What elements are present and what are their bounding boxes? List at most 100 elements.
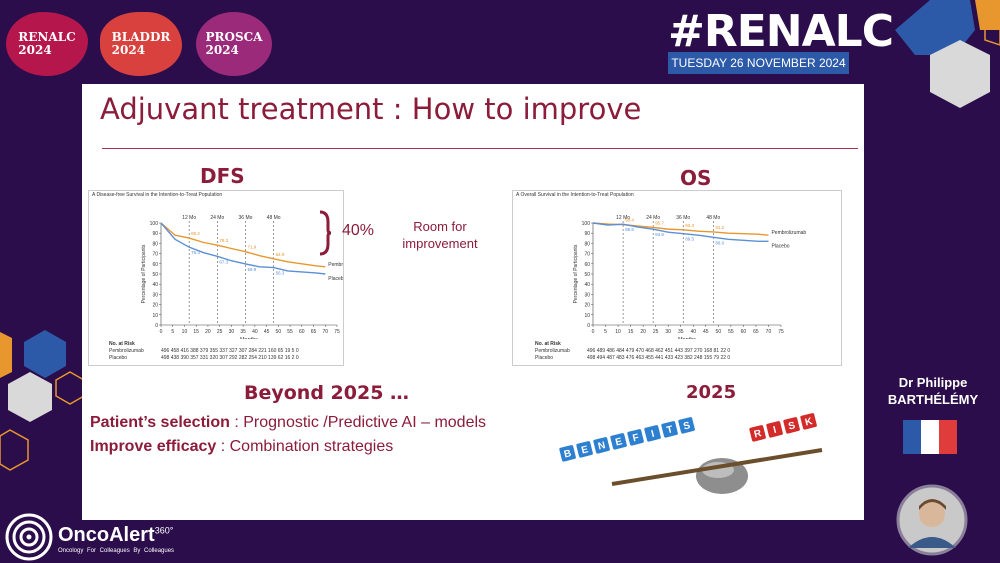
x-tick-label: 65 [753, 329, 759, 335]
beyond-heading: Beyond 2025 … [244, 382, 410, 404]
selection-bold: Patient’s selection [90, 414, 230, 431]
x-tick-label: 55 [728, 329, 734, 335]
milestone-label: 12 Mo [616, 215, 630, 221]
x-tick-label: 15 [193, 329, 199, 335]
x-tick-label: 40 [252, 329, 258, 335]
y-tick-label: 0 [155, 323, 158, 329]
benefits-block [626, 428, 645, 447]
room-note-line2: improvement [402, 236, 478, 251]
conference-date: TUESDAY 26 NOVEMBER 2024 [668, 52, 849, 74]
slide-title: Adjuvant treatment : How to improve [100, 92, 642, 126]
bladdr-badge: BLADDR 2024 [100, 12, 182, 76]
risk-block [799, 412, 818, 431]
y-tick-label: 40 [584, 282, 590, 288]
conference-hashtag: #RENALC [668, 6, 894, 57]
y-tick-label: 100 [150, 221, 159, 227]
y-tick-label: 20 [152, 303, 158, 309]
badge-label: PROSCA [205, 30, 263, 44]
dfs-chart-title: A Disease-free Survival in the Intention… [92, 192, 223, 198]
risk-header: No. at Risk [109, 341, 135, 347]
selection-rest: : Prognostic /Predictive AI – models [229, 414, 487, 431]
efficacy-rest: : Combination strategies [216, 438, 394, 455]
data-label: 59.9 [247, 267, 256, 272]
y-tick-label: 70 [152, 252, 158, 258]
y-tick-label: 80 [152, 241, 158, 247]
slide-panel: Adjuvant treatment : How to improve DFS … [82, 84, 864, 520]
badge-year: 2024 [205, 43, 239, 57]
x-tick-label: 35 [678, 329, 684, 335]
data-label: 93.3 [685, 223, 694, 228]
logo-sup: 360° [154, 525, 174, 536]
dfs-plot: 0 5 10 15 20 25 30 35 40 45 50 55 60 65 70 75 0 10 20 30 40 5… [141, 215, 343, 339]
dfs-risk-table: No. at Risk Pembrolizumab 496 458 416 388… [109, 341, 299, 362]
risk-row: Placebo 498 438 390 357 331 320 307 292 2… [109, 355, 299, 362]
y-tick-label: 0 [587, 323, 590, 329]
risk-row-name: Placebo [535, 355, 554, 361]
data-label: 89.5 [685, 237, 694, 242]
improvement-bracket [319, 210, 332, 256]
data-label: 98.8 [625, 227, 634, 232]
dfs-heading: DFS [200, 164, 245, 188]
series-line [160, 222, 326, 275]
badge-label: BLADDR [111, 30, 171, 44]
benefits-block [558, 444, 577, 463]
data-label: 93.9 [655, 232, 664, 237]
gap-percentage: 40% [342, 222, 375, 239]
y-tick-label: 60 [584, 262, 590, 268]
x-tick-label: 75 [778, 329, 784, 335]
risk-row-name: Pembrolizumab [535, 348, 570, 354]
risk-block [748, 424, 767, 443]
y-tick-label: 30 [584, 292, 590, 298]
y-tick-label: 90 [584, 231, 590, 237]
x-tick-label: 40 [690, 329, 696, 335]
benefits-block-letter: E [614, 436, 623, 448]
x-tick-label: 65 [311, 329, 317, 335]
x-tick-label: 30 [229, 329, 235, 335]
x-tick-label: 45 [264, 329, 270, 335]
y-tick-label: 10 [584, 313, 590, 319]
x-axis-label: Months [240, 337, 258, 339]
risk-block-letter: S [787, 420, 796, 432]
risk-row-values: 496 458 416 388 379 355 337 327 307 284 … [161, 348, 299, 354]
speaker-avatar [896, 484, 968, 556]
benefits-block-letter: F [632, 432, 641, 444]
x-tick-label: 60 [741, 329, 747, 335]
series-line [160, 222, 326, 268]
x-tick-label: 20 [640, 329, 646, 335]
benefits-block [677, 416, 696, 435]
risk-row-name: Placebo [109, 355, 128, 361]
x-tick-label: 30 [665, 329, 671, 335]
milestone-label: 36 Mo [676, 215, 690, 221]
oncoalert-logo-icon [5, 513, 53, 561]
data-label: 71.9 [247, 245, 256, 250]
risk-block-letter: R [753, 428, 763, 441]
benefits-block [592, 436, 611, 455]
y-tick-label: 50 [152, 272, 158, 278]
badge-year: 2024 [18, 43, 52, 57]
x-tick-label: 50 [276, 329, 282, 335]
data-label: 78.3 [219, 238, 228, 243]
risk-row-values: 498 494 487 483 476 463 455 441 433 423 … [587, 355, 731, 361]
x-tick-label: 0 [160, 329, 163, 335]
risk-row-name: Pembrolizumab [109, 348, 144, 354]
milestone-label: 48 Mo [267, 215, 281, 221]
y-axis-label: Percentage of Participants [573, 244, 579, 303]
benefits-block-letter: E [580, 444, 589, 456]
title-divider [102, 148, 858, 149]
os-risk-table: No. at Risk Pembrolizumab 496 489 486 484… [535, 341, 730, 362]
risk-block [782, 416, 801, 435]
badge-year: 2024 [111, 43, 146, 57]
speaker-line2: BARTHÉLÉMY [887, 392, 979, 407]
y-tick-label: 70 [584, 252, 590, 258]
x-tick-label: 25 [653, 329, 659, 335]
benefits-block-letter: B [563, 448, 573, 460]
risk-block [765, 420, 784, 439]
x-tick-label: 70 [766, 329, 772, 335]
milestone-label: 24 Mo [210, 215, 224, 221]
oncoalert-tagline: Oncology For Colleagues By Colleagues [58, 548, 175, 554]
milestone-label: 24 Mo [646, 215, 660, 221]
data-label: 98.4 [625, 218, 634, 223]
y-axis-label: Percentage of Participants [141, 244, 147, 303]
